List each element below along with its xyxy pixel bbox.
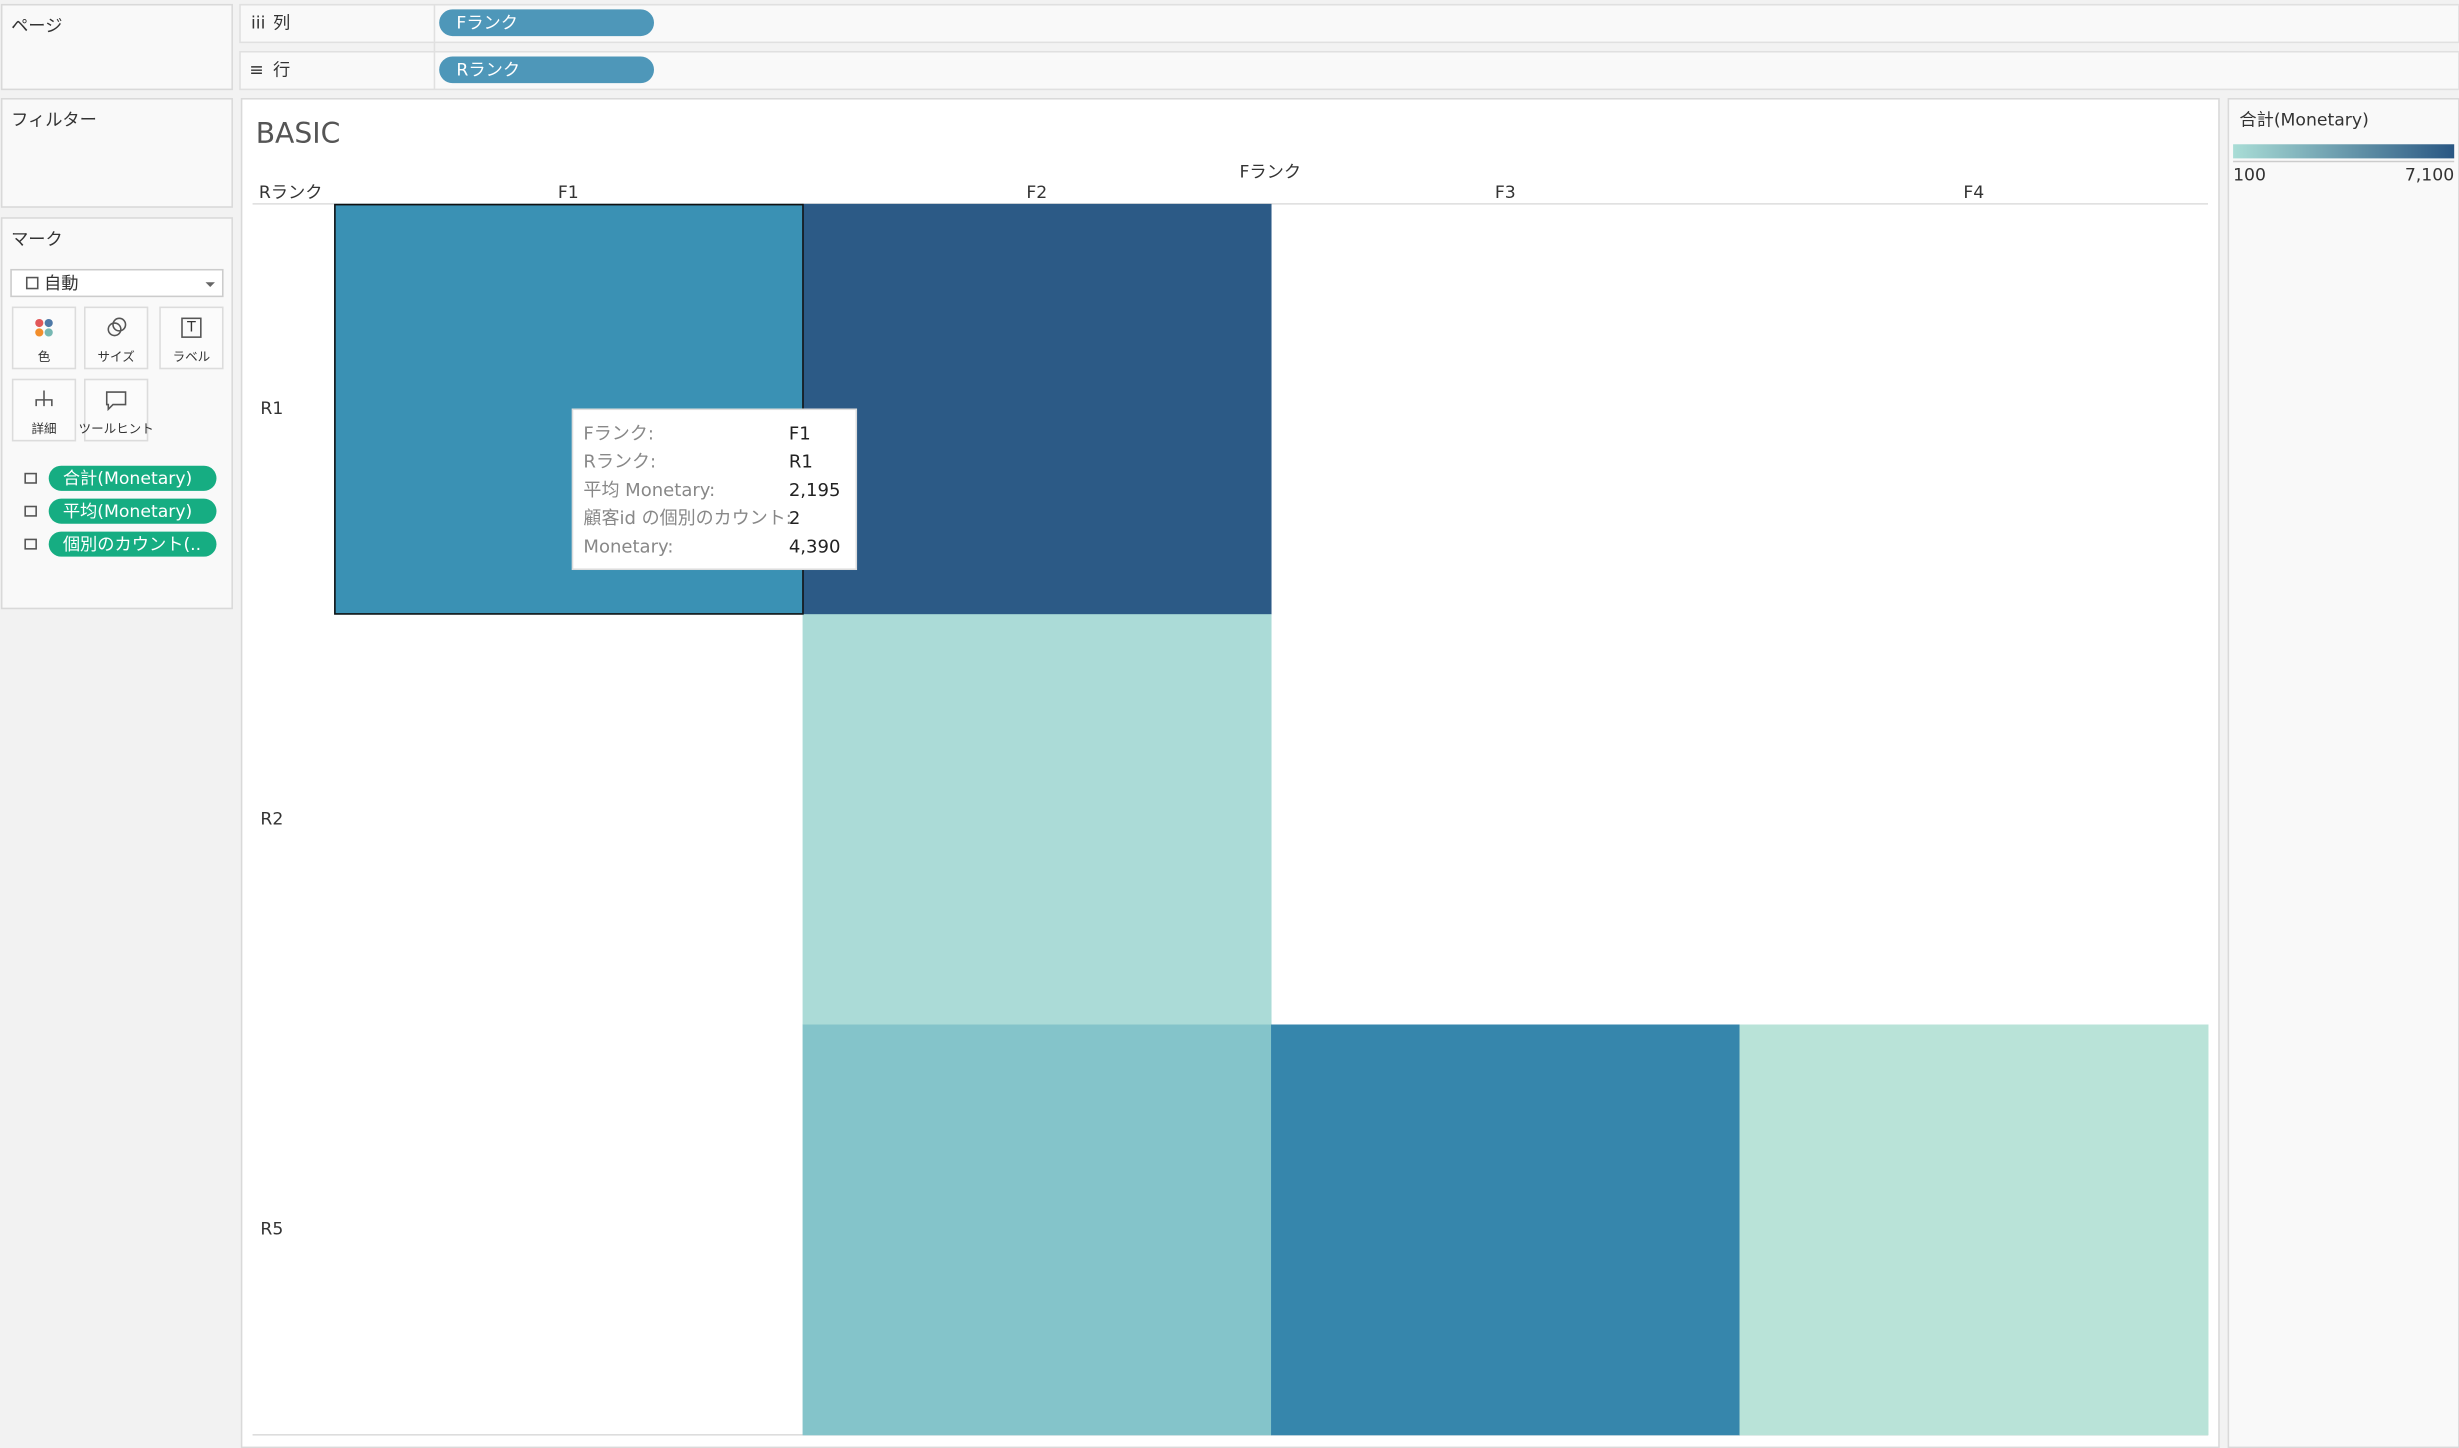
tooltip-field: Fランク: xyxy=(583,423,653,444)
columns-icon: iii xyxy=(251,14,265,34)
row-label: R5 xyxy=(260,1220,283,1240)
field-icon xyxy=(24,472,37,484)
row-label: R1 xyxy=(260,399,283,419)
mark-type-icon xyxy=(25,276,39,290)
marks-title: マーク xyxy=(11,230,63,250)
legend-panel xyxy=(2227,98,2459,1448)
mark-button-label: ラベル xyxy=(173,349,211,364)
dropdown-arrow xyxy=(205,282,215,287)
legend-min: 100 xyxy=(2233,166,2266,186)
mark-button[interactable] xyxy=(11,306,77,370)
field-pill[interactable] xyxy=(48,531,217,557)
shelf-pill-label: Fランク xyxy=(456,14,518,34)
shelf-pill-label: Rランク xyxy=(456,61,520,81)
label-icon xyxy=(181,317,202,338)
column-label: F1 xyxy=(558,183,579,203)
label-icon-t: T xyxy=(186,320,196,336)
tooltip-field: 顧客id の個別のカウント: xyxy=(583,508,791,529)
tooltip-value: 2,195 xyxy=(789,480,841,501)
tooltip-field: Monetary: xyxy=(583,536,673,557)
mark-type-dropdown[interactable] xyxy=(10,268,224,298)
tooltip: Fランク: F1 Rランク: R1 平均 Monetary: 2,195 顧客id の個別の… xyxy=(571,408,858,571)
heatmap-cell[interactable] xyxy=(802,203,1272,615)
tooltip-box xyxy=(571,408,858,571)
column-header: Fランク xyxy=(1239,162,1301,182)
filters-label: フィルター xyxy=(11,111,97,131)
rows-icon: ≡ xyxy=(249,61,263,81)
column-label: F2 xyxy=(1026,183,1047,203)
legend-max: 7,100 xyxy=(2405,166,2454,186)
mark-button-label: ツールヒント xyxy=(79,421,154,436)
tooltip-value: F1 xyxy=(789,423,811,444)
tooltip-field: Rランク: xyxy=(583,452,656,473)
column-label: F4 xyxy=(1963,183,1984,203)
tooltip-value: R1 xyxy=(789,452,813,473)
heatmap-cell[interactable] xyxy=(1271,1024,1741,1436)
heatmap-cell[interactable] xyxy=(1739,1024,2209,1436)
mark-type: 自動 xyxy=(44,274,78,294)
tooltip-field: 平均 Monetary: xyxy=(583,480,715,501)
row-label: R2 xyxy=(260,809,283,829)
color-icon xyxy=(35,318,44,328)
color-ramp xyxy=(2233,144,2455,159)
field-pill[interactable] xyxy=(48,498,217,524)
legend-title: 合計(Monetary) xyxy=(2239,111,2368,131)
field-pill-label: 合計(Monetary) xyxy=(63,469,192,489)
color-icon xyxy=(44,318,53,328)
field-pill-label: 平均(Monetary) xyxy=(63,502,192,522)
tooltip-value: 2 xyxy=(789,508,800,529)
columns-label: 列 xyxy=(273,14,290,34)
mark-button-label: サイズ xyxy=(98,349,135,364)
field-pill-label: 個別のカウント(.. xyxy=(63,535,201,555)
pages-panel xyxy=(0,3,233,91)
rows-label: 行 xyxy=(273,61,290,81)
view-title: BASIC xyxy=(256,117,341,150)
size-icon xyxy=(107,322,122,337)
shelf-pill[interactable] xyxy=(439,56,655,84)
color-icon xyxy=(35,328,44,337)
filters-panel[interactable] xyxy=(0,98,233,208)
row-header: Rランク xyxy=(259,183,323,203)
mark-button[interactable] xyxy=(11,378,77,442)
mark-button-label: 色 xyxy=(38,349,51,364)
mark-button-label: 詳細 xyxy=(31,421,56,436)
mark-button[interactable] xyxy=(83,306,149,370)
field-icon xyxy=(24,505,37,517)
field-icon xyxy=(24,538,37,550)
mark-button[interactable] xyxy=(83,378,149,442)
tooltip-icon xyxy=(105,391,127,412)
color-icon xyxy=(44,328,53,337)
heatmap: F1 F2 F3 F4 R1 R2 R5 xyxy=(260,183,2209,1436)
heatmap-cell[interactable] xyxy=(802,614,1272,1025)
column-label: F3 xyxy=(1495,183,1516,203)
shelf-pill[interactable] xyxy=(439,9,655,37)
pages-label: ページ xyxy=(11,17,62,37)
tooltip-value: 4,390 xyxy=(789,536,841,557)
size-icon xyxy=(112,317,127,332)
field-pill[interactable] xyxy=(48,465,217,491)
heatmap-cell[interactable] xyxy=(802,1024,1272,1436)
detail-icon xyxy=(35,390,53,407)
